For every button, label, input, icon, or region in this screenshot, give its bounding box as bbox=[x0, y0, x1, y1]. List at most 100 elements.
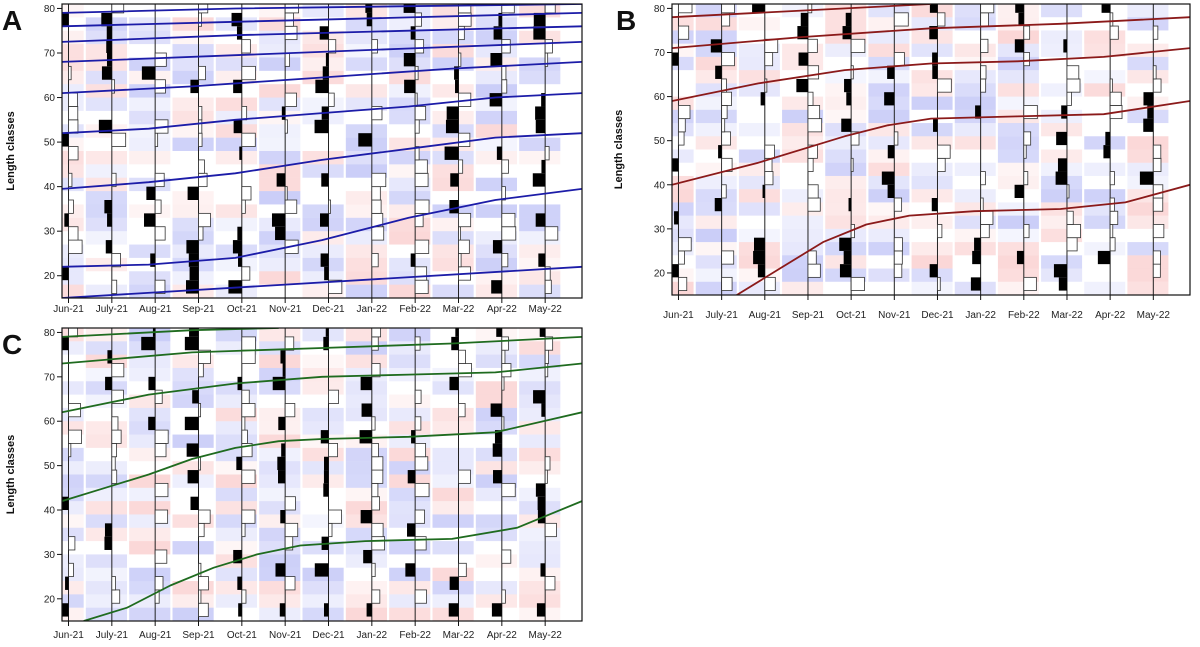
histogram-bar bbox=[1152, 197, 1164, 212]
histogram-bar bbox=[414, 106, 427, 121]
histogram-bar bbox=[672, 158, 679, 172]
histogram-bar bbox=[414, 482, 430, 498]
frequency-cell bbox=[215, 204, 257, 218]
histogram-bar bbox=[414, 159, 428, 174]
histogram-bar bbox=[1152, 250, 1161, 265]
frequency-cell bbox=[345, 271, 387, 285]
histogram-bar bbox=[68, 226, 79, 241]
frequency-cell bbox=[475, 594, 517, 608]
histogram-bar bbox=[764, 38, 779, 53]
histogram-bar bbox=[68, 328, 79, 338]
x-tick-label: Dec-21 bbox=[312, 630, 345, 641]
histogram-bar bbox=[148, 376, 156, 391]
length-histograms bbox=[62, 328, 557, 621]
histogram-bar bbox=[371, 443, 379, 458]
histogram-bar bbox=[850, 65, 854, 80]
histogram-bar bbox=[1023, 131, 1032, 146]
histogram-bar bbox=[490, 403, 502, 417]
frequency-cell bbox=[215, 217, 257, 232]
frequency-cell bbox=[475, 110, 517, 125]
histogram-bar bbox=[371, 536, 385, 551]
frequency-cell bbox=[85, 341, 127, 355]
histogram-bar bbox=[797, 26, 808, 40]
histogram-bar bbox=[721, 4, 735, 14]
histogram-bar bbox=[101, 66, 112, 80]
frequency-cell bbox=[259, 137, 301, 151]
histogram-bar bbox=[494, 430, 502, 444]
histogram-bar bbox=[980, 210, 994, 225]
histogram-bar bbox=[1143, 118, 1154, 132]
histogram-bar bbox=[371, 363, 381, 378]
histogram-bar bbox=[1063, 39, 1067, 53]
histogram-bar bbox=[241, 132, 256, 147]
histogram-bar bbox=[1056, 131, 1067, 146]
frequency-cell bbox=[868, 268, 910, 282]
histogram-bar bbox=[1101, 4, 1111, 13]
frequency-cell bbox=[911, 189, 953, 203]
histogram-bar bbox=[238, 603, 242, 617]
frequency-cell bbox=[997, 215, 1039, 229]
histogram-bar bbox=[322, 66, 329, 80]
histogram-bar bbox=[1015, 4, 1024, 13]
x-tick-label: Sep-21 bbox=[182, 630, 215, 641]
histogram-bar bbox=[105, 376, 112, 391]
y-tick-label: 30 bbox=[654, 224, 666, 235]
frequency-cell bbox=[825, 109, 867, 124]
histogram-bar bbox=[448, 603, 459, 617]
growth-curve bbox=[62, 92, 582, 135]
histogram-bar bbox=[198, 522, 205, 538]
histogram-bar bbox=[239, 146, 242, 160]
frequency-cell bbox=[259, 44, 301, 58]
histogram-bar bbox=[371, 522, 384, 538]
frequency-cell bbox=[1127, 281, 1169, 295]
histogram-bar bbox=[678, 131, 685, 146]
frequency-cell bbox=[475, 70, 517, 85]
y-axis-title: Length classes bbox=[5, 111, 17, 190]
histogram-bar bbox=[1109, 237, 1116, 252]
frequency-cell bbox=[997, 228, 1039, 243]
frequency-cell bbox=[302, 367, 344, 382]
histogram-bar bbox=[111, 576, 116, 591]
frequency-cell bbox=[475, 514, 517, 528]
frequency-cell bbox=[85, 97, 127, 111]
frequency-cell bbox=[85, 487, 127, 502]
frequency-cell bbox=[215, 151, 257, 165]
frequency-cell bbox=[62, 474, 84, 488]
frequency-cell bbox=[345, 341, 387, 355]
histogram-bar bbox=[414, 266, 428, 281]
histogram-bar bbox=[414, 509, 425, 524]
histogram-bar bbox=[980, 78, 987, 93]
histogram-bar bbox=[931, 198, 938, 212]
histogram-bar bbox=[678, 105, 691, 120]
plot-area bbox=[672, 4, 1190, 295]
frequency-cell bbox=[519, 244, 561, 258]
histogram-bar bbox=[937, 276, 941, 291]
x-tick-label: Apr-22 bbox=[487, 630, 517, 641]
histogram-bar bbox=[62, 496, 69, 511]
frequency-cell bbox=[302, 607, 344, 621]
frequency-cell bbox=[62, 70, 84, 85]
frequency-cell bbox=[825, 162, 867, 176]
histogram-bar bbox=[241, 522, 246, 538]
histogram-bar bbox=[233, 79, 242, 94]
frequency-cell bbox=[259, 328, 301, 342]
frequency-cell bbox=[1041, 43, 1083, 57]
frequency-cell bbox=[215, 487, 257, 502]
frequency-cell bbox=[62, 447, 84, 462]
frequency-cell bbox=[519, 271, 561, 285]
histogram-bar bbox=[1066, 65, 1080, 80]
frequency-cell bbox=[389, 354, 431, 368]
growth-curve bbox=[62, 41, 582, 63]
histogram-bar bbox=[232, 240, 242, 254]
frequency-cell bbox=[345, 487, 387, 502]
frequency-cell bbox=[1041, 30, 1083, 44]
histogram-bar bbox=[446, 106, 459, 120]
frequency-cell bbox=[432, 541, 474, 555]
histogram-bar bbox=[284, 496, 296, 511]
histogram-bar bbox=[236, 26, 242, 40]
histogram-bar bbox=[328, 509, 342, 524]
histogram-bar bbox=[1109, 210, 1119, 225]
frequency-cell bbox=[868, 202, 910, 216]
frequency-cell bbox=[259, 554, 301, 568]
histogram-bar bbox=[490, 53, 502, 67]
